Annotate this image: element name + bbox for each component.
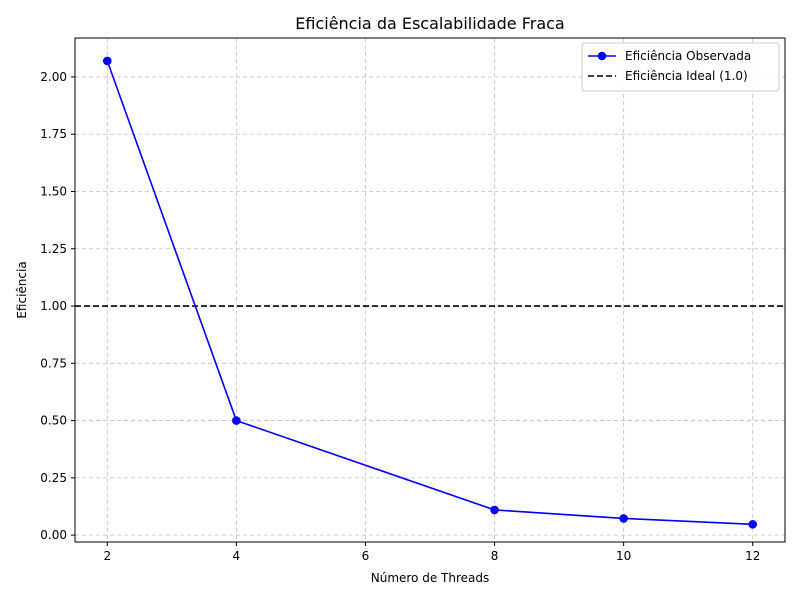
y-axis: 0.00 0.25 0.50 0.75 1.00 1.25 1.50 1.75 2.00 — [40, 70, 75, 542]
x-tick-label: 6 — [362, 549, 370, 563]
x-axis-label: Número de Threads — [371, 571, 490, 585]
x-tick-label: 4 — [233, 549, 241, 563]
data-point — [490, 505, 499, 515]
y-tick-label: 1.00 — [40, 299, 67, 313]
legend-ideal-label: Eficiência Ideal (1.0) — [625, 69, 748, 83]
y-tick-label: 1.50 — [40, 184, 67, 198]
y-tick-label: 0.00 — [40, 528, 67, 542]
data-point — [619, 514, 628, 523]
y-tick-label: 1.75 — [40, 127, 67, 141]
plot-frame — [74, 37, 786, 543]
y-tick-label: 1.25 — [40, 242, 67, 256]
legend: Eficiência Observada Eficiência Ideal (1.… — [581, 42, 780, 92]
y-tick-label: 0.25 — [40, 471, 67, 485]
chart-title: Eficiência da Escalabilidade Fraca — [295, 14, 564, 33]
x-tick-label: 12 — [745, 549, 760, 563]
x-tick-label: 8 — [491, 549, 499, 563]
data-point — [102, 56, 112, 66]
y-axis-label: Eficiência — [15, 261, 29, 318]
data-point — [748, 520, 758, 529]
data-point — [232, 416, 241, 425]
series — [102, 56, 758, 529]
legend-box — [581, 42, 780, 92]
x-tick-label: 10 — [616, 549, 631, 563]
x-tick-label: 2 — [103, 549, 111, 563]
y-tick-label: 2.00 — [40, 70, 67, 84]
legend-observed-marker — [597, 51, 607, 61]
y-tick-label: 0.75 — [40, 356, 67, 370]
x-axis: 2 4 6 8 10 12 — [103, 542, 760, 563]
y-tick-label: 0.50 — [40, 414, 67, 428]
legend-observed-label: Eficiência Observada — [625, 49, 751, 63]
